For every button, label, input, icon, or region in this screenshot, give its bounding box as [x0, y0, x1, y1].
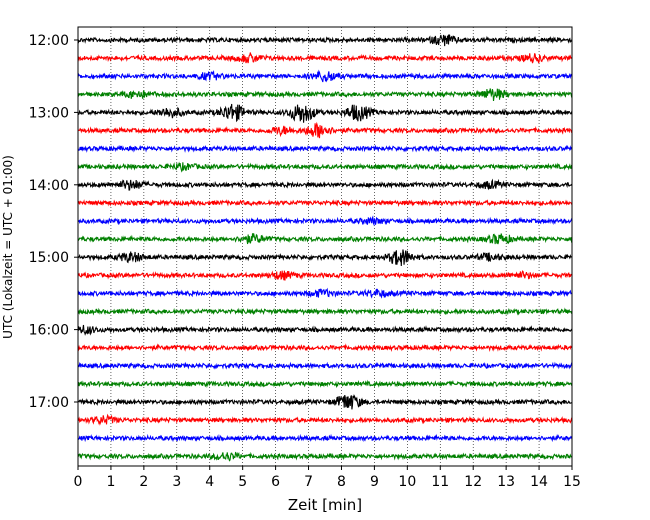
y-tick-label: 15:00 [29, 250, 69, 266]
y-axis: 12:00 13:00 14:00 15:00 16:00 17:00 [29, 33, 78, 411]
x-tick-label: 12 [464, 474, 482, 490]
x-axis-label: Zeit [min] [288, 496, 362, 514]
x-tick-label: 1 [106, 474, 115, 490]
seismogram-trace [77, 88, 573, 102]
seismogram-trace [77, 161, 573, 173]
seismogram-trace [77, 324, 573, 336]
y-tick-label: 16:00 [29, 323, 69, 339]
seismogram-trace [77, 307, 573, 316]
y-tick-label: 14:00 [29, 178, 69, 194]
seismogram-trace [77, 121, 573, 139]
seismogram-trace [77, 103, 573, 123]
x-tick-label: 8 [337, 474, 346, 490]
seismogram-trace [77, 233, 573, 245]
x-axis: 0 1 2 3 4 5 6 7 8 9 10 11 12 13 14 15 [74, 466, 581, 490]
x-tick-label: 10 [398, 474, 416, 490]
seismogram-trace [77, 361, 573, 371]
x-tick-label: 9 [370, 474, 379, 490]
x-tick-label: 11 [431, 474, 449, 490]
x-tick-label: 13 [497, 474, 515, 490]
x-tick-label: 5 [238, 474, 247, 490]
traces [77, 34, 573, 462]
x-tick-label: 7 [304, 474, 313, 490]
seismogram-trace [77, 144, 573, 153]
seismogram-trace [77, 178, 573, 191]
seismogram-trace [77, 270, 573, 281]
y-tick-label: 17:00 [29, 395, 69, 411]
x-tick-label: 3 [172, 474, 181, 490]
seismogram-trace [77, 287, 573, 299]
x-tick-label: 15 [563, 474, 581, 490]
x-tick-label: 14 [530, 474, 548, 490]
x-tick-label: 0 [74, 474, 83, 490]
seismogram-trace [77, 215, 573, 227]
seismogram-trace [77, 343, 573, 353]
x-tick-label: 4 [205, 474, 214, 490]
seismogram-trace [77, 69, 573, 83]
seismogram-trace [77, 52, 573, 64]
seismogram-trace [77, 379, 573, 389]
seismogram-trace [77, 34, 573, 47]
plot-background [78, 27, 572, 466]
y-tick-label: 13:00 [29, 105, 69, 121]
seismogram-trace [77, 199, 573, 208]
x-tick-label: 2 [139, 474, 148, 490]
x-tick-label: 6 [271, 474, 280, 490]
seismogram-trace [77, 249, 573, 267]
seismogram-trace [77, 433, 573, 443]
seismogram-trace [77, 413, 573, 426]
grid [110, 27, 540, 466]
plot-frame [77, 26, 573, 467]
y-axis-label: UTC (Lokalzeit = UTC + 01:00) [1, 155, 15, 339]
seismogram-trace [77, 451, 573, 462]
y-tick-label: 12:00 [29, 33, 69, 49]
seismogram-trace [77, 394, 573, 410]
